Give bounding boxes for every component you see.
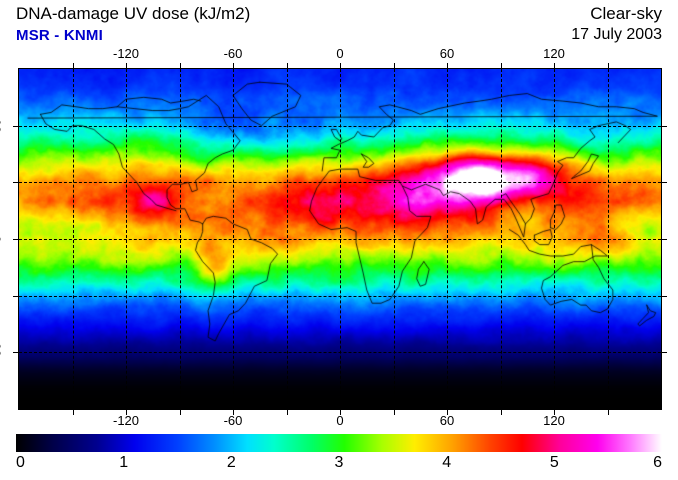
tick-bot-lon-90 bbox=[500, 410, 502, 415]
date-label: 17 July 2003 bbox=[571, 26, 662, 43]
tick-left-lat-0 bbox=[13, 239, 18, 240]
tick-bot-lon--90 bbox=[179, 410, 181, 415]
lon-label-bot--60: -60 bbox=[223, 413, 243, 428]
tick-bot-lon-60 bbox=[447, 410, 448, 415]
lon-label-bot-120: 120 bbox=[543, 413, 565, 428]
lon-label-bot-60: 60 bbox=[439, 413, 455, 428]
tick-top-lon-90 bbox=[500, 63, 502, 68]
tick-top-lon-0 bbox=[340, 63, 341, 68]
colorbar-tick-6: 6 bbox=[653, 454, 662, 471]
colorbar-tick-1: 1 bbox=[119, 454, 129, 471]
tick-top-lon--60 bbox=[233, 63, 234, 68]
map-axes-frame bbox=[18, 68, 662, 410]
colorbar-tick-5: 5 bbox=[549, 454, 559, 471]
tick-bot-lon-120 bbox=[554, 410, 555, 415]
lon-label-bot--120: -120 bbox=[112, 413, 140, 428]
colorbar-tick-0: 0 bbox=[16, 454, 25, 471]
tick-left-lat-60 bbox=[13, 125, 18, 127]
lon-label-top-60: 60 bbox=[439, 46, 455, 61]
colorbar bbox=[16, 434, 662, 452]
tick-right-lat--60 bbox=[662, 352, 667, 354]
sky-condition-label: Clear-sky bbox=[590, 4, 662, 23]
lon-label-top-0: 0 bbox=[336, 46, 344, 61]
lon-label-top--60: -60 bbox=[223, 46, 243, 61]
tick-top-lon--120 bbox=[126, 63, 127, 68]
tick-top-lon--90 bbox=[179, 63, 181, 68]
tick-top-lon--150 bbox=[72, 63, 74, 68]
tick-right-lat-30 bbox=[662, 182, 667, 184]
tick-bot-lon-30 bbox=[393, 410, 395, 415]
tick-top-lon-30 bbox=[393, 63, 395, 68]
colorbar-tick-labels: 0 1 2 3 4 5 6 bbox=[16, 454, 662, 476]
tick-bot-lon--60 bbox=[233, 410, 234, 415]
lat-label-left-60: 60 bbox=[0, 118, 4, 133]
tick-bot-lon-0 bbox=[340, 410, 341, 415]
colorbar-gradient bbox=[16, 434, 662, 452]
lat-label-left-0: 0 bbox=[0, 235, 4, 242]
tick-top-lon--30 bbox=[286, 63, 288, 68]
tick-top-lon-60 bbox=[447, 63, 448, 68]
colorbar-tick-2: 2 bbox=[226, 454, 236, 471]
tick-left-lat--30 bbox=[13, 295, 18, 297]
tick-bot-lon-150 bbox=[607, 410, 609, 415]
tick-bot-lon--150 bbox=[72, 410, 74, 415]
tick-top-lon-150 bbox=[607, 63, 609, 68]
colorbar-tick-3: 3 bbox=[334, 454, 344, 471]
tick-top-lon-120 bbox=[554, 63, 555, 68]
lon-label-top--120: -120 bbox=[112, 46, 140, 61]
tick-right-lat--30 bbox=[662, 295, 667, 297]
tick-bot-lon--120 bbox=[126, 410, 127, 415]
tick-left-lat-30 bbox=[13, 182, 18, 184]
colorbar-tick-4: 4 bbox=[442, 454, 452, 471]
tick-bot-lon--30 bbox=[286, 410, 288, 415]
map-plot-area: -120-120-60-60006060120120606000-60-60 bbox=[0, 46, 678, 428]
lat-label-left--60: -60 bbox=[0, 342, 4, 362]
lon-label-top-120: 120 bbox=[543, 46, 565, 61]
lon-label-bot-0: 0 bbox=[336, 413, 344, 428]
tick-right-lat-0 bbox=[662, 239, 667, 240]
figure-header: DNA-damage UV dose (kJ/m2) Clear-sky MSR… bbox=[0, 0, 678, 52]
page-title: DNA-damage UV dose (kJ/m2) bbox=[16, 4, 251, 23]
tick-left-lat--60 bbox=[13, 352, 18, 354]
source-label: MSR - KNMI bbox=[16, 27, 103, 44]
tick-right-lat-60 bbox=[662, 125, 667, 127]
